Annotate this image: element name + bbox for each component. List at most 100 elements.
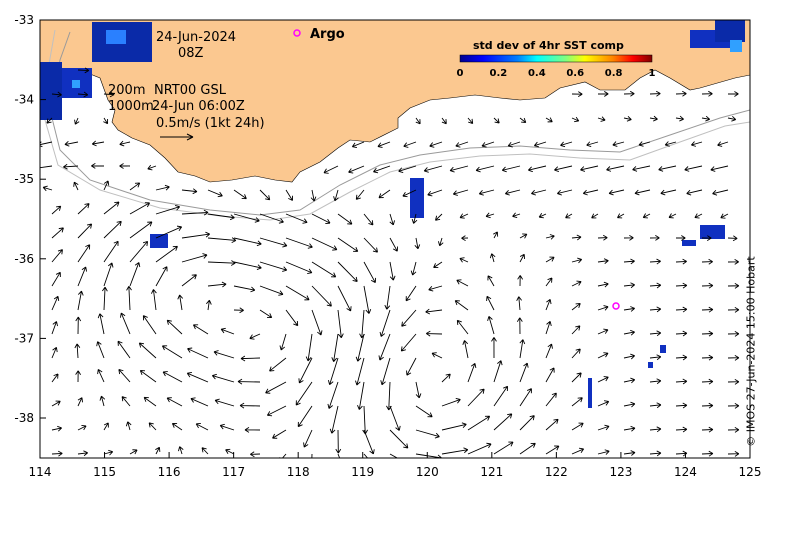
velocity-arrow [129, 262, 141, 287]
velocity-arrow [556, 189, 573, 196]
velocity-arrow [435, 213, 443, 221]
argo-float-marker [612, 302, 620, 310]
velocity-arrow [675, 378, 688, 385]
velocity-arrow [727, 306, 740, 313]
velocity-arrow [649, 90, 661, 97]
velocity-arrow [701, 354, 714, 361]
velocity-arrow [486, 295, 495, 311]
velocity-arrow [701, 90, 713, 97]
velocity-arrow [77, 91, 89, 98]
velocity-arrow [378, 189, 391, 199]
velocity-arrow [73, 181, 79, 191]
lon-tick-label: 125 [739, 465, 762, 479]
velocity-arrow [337, 285, 352, 312]
velocity-arrow [295, 381, 313, 406]
velocity-arrow [586, 141, 599, 147]
velocity-arrow [162, 371, 183, 383]
velocity-arrow [77, 425, 87, 431]
velocity-arrow [143, 396, 157, 407]
velocity-arrow [727, 91, 739, 97]
velocity-arrow [649, 378, 662, 385]
lon-tick-label: 117 [222, 465, 245, 479]
velocity-arrow [166, 319, 183, 335]
velocity-arrow [441, 422, 467, 431]
velocity-arrow [155, 266, 168, 287]
velocity-arrow [51, 400, 61, 407]
contour-200m [49, 31, 750, 216]
lat-axis: -33 -34 -35 -36 -37 -38 [14, 13, 46, 425]
velocity-arrow [623, 329, 635, 336]
velocity-arrow [233, 189, 247, 200]
velocity-arrow [608, 189, 625, 196]
velocity-arrow [214, 398, 235, 407]
velocity-arrow [571, 116, 580, 123]
velocity-arrow [512, 212, 521, 219]
velocity-arrow [504, 189, 521, 196]
velocity-arrow [220, 327, 235, 335]
velocity-arrow [462, 340, 469, 359]
velocity-arrow [335, 429, 342, 454]
velocity-arrow [597, 424, 610, 431]
current-map: 114 115 116 117 118 119 120 121 122 123 124 125 -33… [14, 13, 762, 479]
velocity-arrow [42, 185, 53, 192]
velocity-arrow [148, 422, 157, 431]
velocity-arrow [265, 381, 287, 394]
velocity-arrow [244, 427, 261, 433]
velocity-arrow [415, 381, 422, 399]
velocity-arrow [77, 203, 90, 215]
velocity-arrow [675, 282, 688, 289]
velocity-arrow [117, 340, 131, 359]
velocity-arrow [649, 235, 660, 241]
velocity-arrow [120, 312, 131, 335]
velocity-arrow [311, 261, 337, 278]
velocity-arrow [272, 429, 287, 439]
velocity-arrow [119, 140, 131, 147]
velocity-arrow [571, 422, 584, 431]
velocity-arrow [623, 306, 635, 312]
velocity-arrow [649, 402, 662, 409]
velocity-arrow [571, 447, 585, 455]
velocity-arrow [129, 240, 149, 263]
velocity-arrow [675, 402, 688, 409]
velocity-arrow [129, 182, 141, 191]
velocity-arrow [545, 320, 552, 335]
velocity-arrow [207, 213, 235, 221]
velocity-arrow [379, 309, 391, 337]
lon-tick-label: 118 [287, 465, 310, 479]
velocity-arrow [77, 450, 89, 457]
velocity-arrow [481, 141, 495, 148]
velocity-arrow [259, 261, 288, 272]
velocity-arrow [323, 165, 339, 174]
velocity-arrow [531, 189, 547, 196]
velocity-arrow [727, 235, 738, 242]
lat-tick-label: -36 [14, 252, 34, 266]
velocity-arrow [456, 319, 469, 335]
velocity-arrow [649, 354, 662, 361]
velocity-arrow [425, 330, 443, 337]
colorbar-ticks: 0 0.2 0.4 0.6 0.8 1 [457, 68, 656, 79]
velocity-arrow [207, 281, 227, 288]
velocity-arrow [213, 350, 235, 359]
velocity-arrow [103, 117, 109, 125]
velocity-arrow [401, 309, 417, 327]
velocity-arrow [545, 418, 559, 431]
velocity-arrow [410, 261, 417, 276]
velocity-arrow [64, 140, 79, 147]
velocity-arrow [400, 333, 417, 352]
velocity-arrow [285, 213, 308, 224]
velocity-arrow [475, 165, 495, 173]
velocity-arrow [103, 201, 120, 215]
velocity-arrow [727, 258, 739, 265]
velocity-arrow [389, 453, 399, 458]
velocity-arrow [91, 163, 105, 169]
velocity-arrow [363, 261, 377, 283]
velocity-arrow [425, 308, 443, 315]
velocity-arrow [597, 376, 609, 383]
velocity-arrow [187, 347, 209, 359]
velocity-arrow [701, 282, 714, 289]
velocity-arrow [701, 378, 714, 385]
velocity-arrow [617, 213, 625, 219]
velocity-arrow [190, 397, 209, 407]
velocity-arrow [166, 397, 183, 407]
velocity-arrow [207, 189, 223, 198]
